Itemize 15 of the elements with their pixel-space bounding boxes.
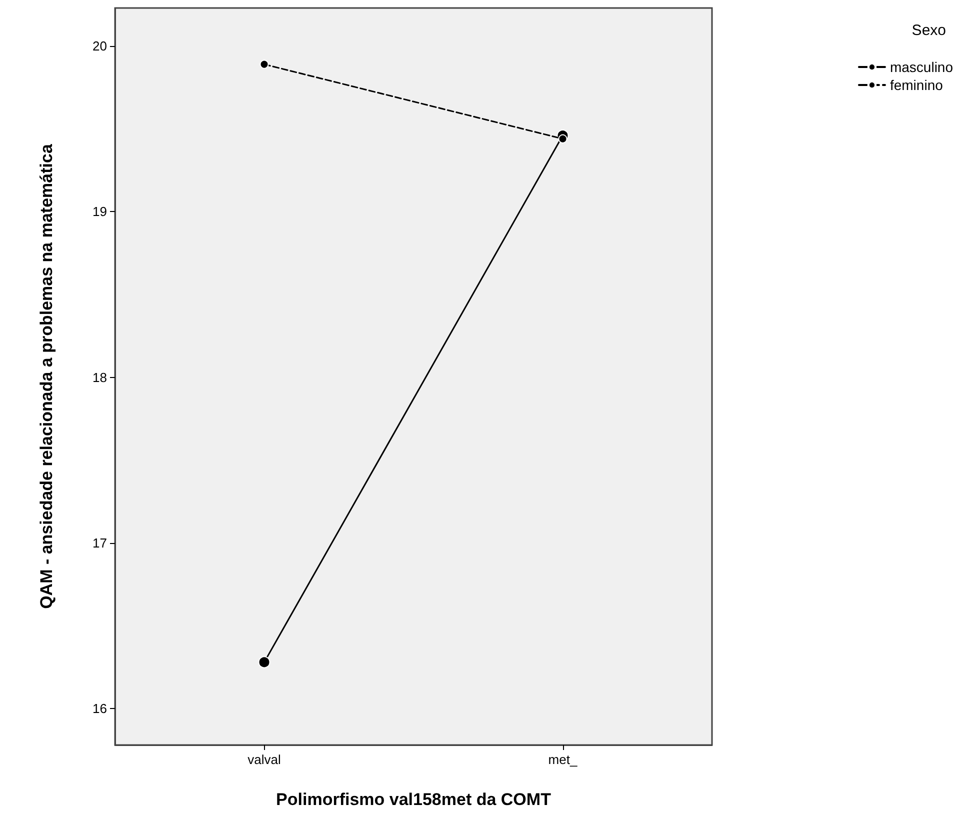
- legend-label: masculino: [890, 59, 954, 75]
- x-tick-label: met_: [548, 752, 578, 767]
- y-tick-label: 18: [92, 370, 107, 385]
- x-axis-title: Polimorfismo val158met da COMT: [276, 790, 552, 809]
- y-axis-title: QAM - ansiedade relacionada a problemas na matemática: [37, 144, 56, 609]
- point: [258, 656, 270, 668]
- x-tick-label: valval: [248, 752, 281, 767]
- y-tick-label: 16: [92, 701, 107, 716]
- legend-title: Sexo: [912, 22, 946, 39]
- legend-label: feminino: [890, 77, 944, 93]
- y-tick-label: 20: [92, 38, 107, 54]
- y-tick-label: 19: [92, 204, 107, 220]
- y-tick-label: 17: [92, 535, 107, 550]
- point: [558, 134, 568, 144]
- point: [260, 60, 269, 69]
